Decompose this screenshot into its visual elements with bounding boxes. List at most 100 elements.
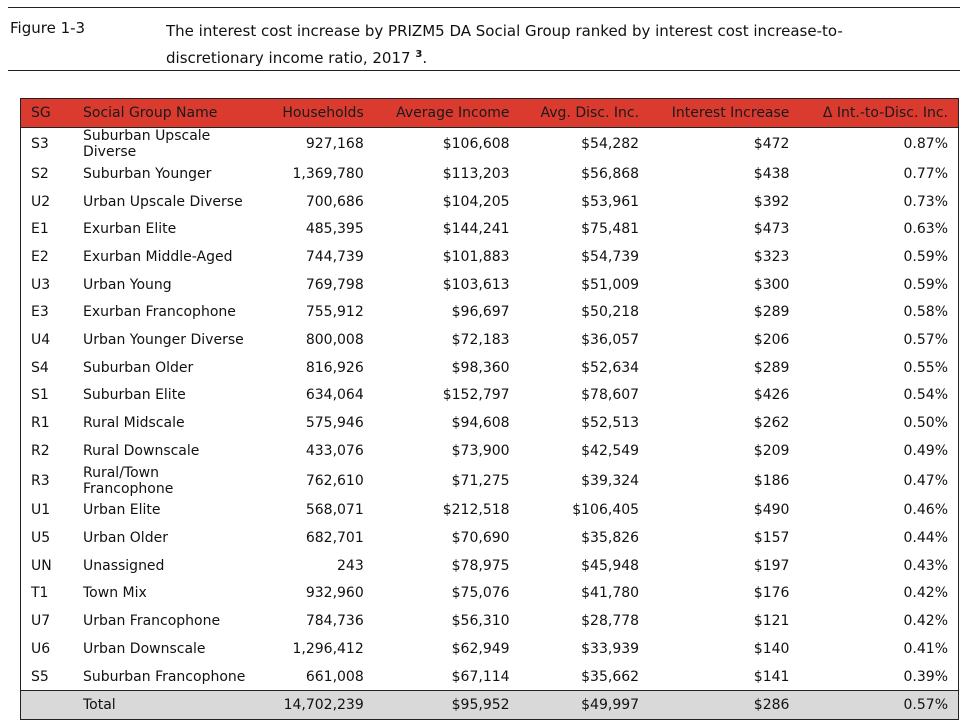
cell-interest-increase: $300: [753, 276, 790, 293]
footnote-ref: 3: [415, 49, 423, 60]
cell-avg-disc-inc: $51,009: [581, 276, 640, 293]
cell-interest-increase: $289: [753, 304, 790, 321]
cell-average-income: $67,114: [451, 668, 510, 685]
cell-sg: R2: [31, 442, 50, 459]
cell-households: 682,701: [305, 530, 364, 547]
cell-average-income: $113,203: [442, 165, 510, 182]
table-row: E2 Exurban Middle-Aged 744,739 $101,883 $54,…: [21, 243, 959, 271]
cell-ratio: 0.43%: [903, 557, 948, 574]
cell-ratio: 0.73%: [903, 193, 948, 210]
table-row: U7 Urban Francophone 784,736 $56,310 $28,778…: [21, 607, 959, 635]
cell-sg: U4: [31, 331, 51, 348]
cell-avg-disc-inc: $106,405: [572, 502, 640, 519]
cell-avg-disc-inc: $42,549: [581, 442, 640, 459]
cell-households: 661,008: [305, 668, 364, 685]
cell-sg: U3: [31, 276, 51, 293]
cell-name: Urban Younger Diverse: [83, 331, 244, 348]
cell-interest-increase: $186: [753, 472, 790, 489]
cell-name: Rural/Town Francophone: [83, 464, 174, 497]
cell-interest-increase: $392: [753, 193, 790, 210]
cell-name: Rural Midscale: [83, 415, 185, 432]
cell-name: Urban Francophone: [83, 613, 221, 630]
cell-sg: U6: [31, 640, 51, 657]
cell-name: Urban Downscale: [83, 640, 206, 657]
cell-name: Exurban Middle-Aged: [83, 248, 233, 265]
cell-ratio: 0.77%: [903, 165, 948, 182]
cell-name: Unassigned: [83, 557, 165, 574]
cell-ratio: 0.59%: [903, 248, 948, 265]
cell-ratio: 0.42%: [903, 585, 948, 602]
table-row: T1 Town Mix 932,960 $75,076 $41,780 $176 0.42%: [21, 580, 959, 608]
cell-name: Suburban Elite: [83, 387, 186, 404]
cell-interest-increase: $141: [753, 668, 790, 685]
cell-sg: U7: [31, 613, 51, 630]
cell-name: Urban Older: [83, 530, 168, 547]
header-sg: SG: [20, 98, 73, 128]
cell-avg-disc-inc: $39,324: [581, 472, 640, 489]
cell-ratio: 0.58%: [903, 304, 948, 321]
cell-ratio: 0.54%: [903, 387, 948, 404]
cell-name: Suburban Upscale Diverse: [83, 128, 211, 160]
cell-avg-disc-inc: $41,780: [581, 585, 640, 602]
cell-households: 927,168: [305, 136, 364, 152]
cell-avg-disc-inc: $49,997: [519, 690, 650, 720]
cell-name: Urban Young: [83, 276, 172, 293]
cell-interest-increase: $157: [753, 530, 790, 547]
cell-sg: S4: [31, 359, 49, 376]
cell-sg: S3: [31, 136, 49, 152]
cell-average-income: $71,275: [451, 472, 510, 489]
table-row: E3 Exurban Francophone 755,912 $96,697 $50,2…: [21, 298, 959, 326]
cell-sg: E2: [31, 248, 49, 265]
cell-sg: R3: [31, 472, 50, 489]
cell-average-income: $78,975: [451, 557, 510, 574]
cell-ratio: 0.42%: [903, 613, 948, 630]
cell-avg-disc-inc: $53,961: [581, 193, 640, 210]
table-row: U5 Urban Older 682,701 $70,690 $35,826 $157 0.…: [21, 524, 959, 552]
cell-households: 816,926: [305, 359, 364, 376]
cell-sg: E3: [31, 304, 49, 321]
cell-average-income: $103,613: [442, 276, 510, 293]
cell-interest-increase: $197: [753, 557, 790, 574]
caption-text: The interest cost increase by PRIZM5 DA …: [166, 22, 843, 67]
header-ratio: Δ Int.-to-Disc. Inc.: [799, 98, 959, 128]
cell-interest-increase: $472: [753, 136, 790, 152]
cell-households: 634,064: [305, 387, 364, 404]
header-interest-increase: Interest Increase: [649, 98, 800, 128]
top-rule: [8, 7, 960, 8]
social-group-table: SG Social Group Name Households Average Inc…: [20, 98, 959, 721]
cell-interest-increase: $121: [753, 613, 790, 630]
cell-avg-disc-inc: $75,481: [581, 221, 640, 238]
cell-avg-disc-inc: $35,662: [581, 668, 640, 685]
cell-average-income: $152,797: [442, 387, 510, 404]
cell-sg: E1: [31, 221, 49, 238]
header-average-income: Average Income: [373, 98, 520, 128]
cell-avg-disc-inc: $28,778: [581, 613, 640, 630]
cell-average-income: $212,518: [442, 502, 510, 519]
cell-avg-disc-inc: $36,057: [581, 331, 640, 348]
cell-households: 485,395: [305, 221, 364, 238]
cell-ratio: 0.59%: [903, 276, 948, 293]
cell-ratio: 0.47%: [903, 472, 948, 489]
cell-avg-disc-inc: $52,513: [581, 415, 640, 432]
cell-average-income: $70,690: [451, 530, 510, 547]
cell-average-income: $72,183: [451, 331, 510, 348]
cell-avg-disc-inc: $54,282: [581, 136, 640, 152]
cell-average-income: $73,900: [451, 442, 510, 459]
cell-sg: R1: [31, 415, 50, 432]
table-row: E1 Exurban Elite 485,395 $144,241 $75,481 $47…: [21, 215, 959, 243]
table-row: R1 Rural Midscale 575,946 $94,608 $52,513 $26…: [21, 409, 959, 437]
cell-households: 575,946: [305, 415, 364, 432]
cell-households: 755,912: [305, 304, 364, 321]
table-row: UN Unassigned 243 $78,975 $45,948 $197 0.43%: [21, 552, 959, 580]
table-row: S2 Suburban Younger 1,369,780 $113,203 $56,8…: [21, 160, 959, 188]
cell-sg: U2: [31, 193, 51, 210]
cell-sg: U1: [31, 502, 51, 519]
table-row: S3 Suburban Upscale Diverse 927,168 $106,60…: [21, 128, 959, 160]
cell-households: 1,296,412: [292, 640, 364, 657]
cell-ratio: 0.46%: [903, 502, 948, 519]
cell-households: 568,071: [305, 502, 364, 519]
cell-average-income: $75,076: [451, 585, 510, 602]
table-row: U3 Urban Young 769,798 $103,613 $51,009 $300 0…: [21, 271, 959, 299]
cell-name: Urban Elite: [83, 502, 161, 519]
cell-ratio: 0.39%: [903, 668, 948, 685]
